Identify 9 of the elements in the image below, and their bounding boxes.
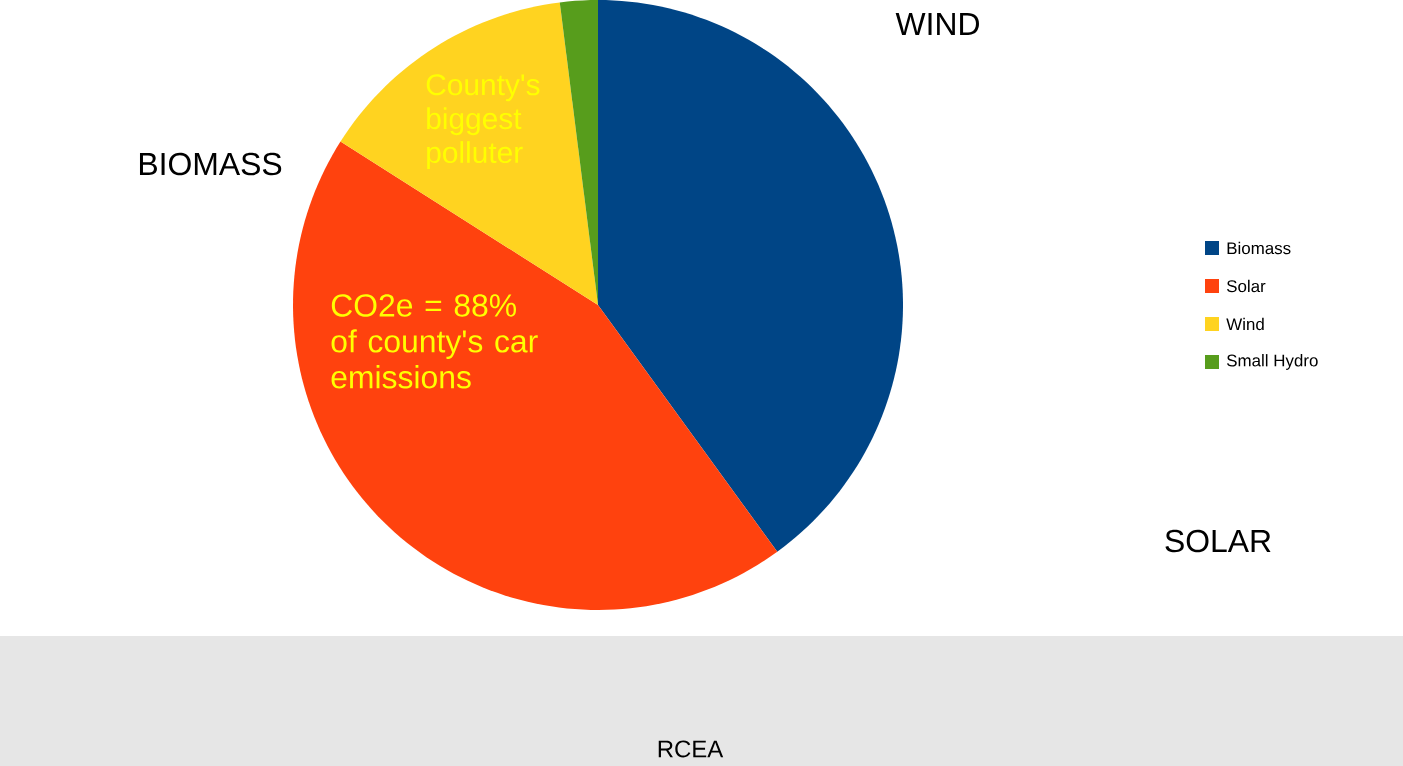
legend-label: Wind bbox=[1226, 317, 1264, 331]
text: CO2e = 88% of county's car emissions bbox=[331, 294, 538, 389]
legend-label: Biomass bbox=[1227, 241, 1291, 255]
legend-label: Solar bbox=[1226, 279, 1266, 293]
text: SOLAR bbox=[1165, 529, 1271, 553]
text: WIND bbox=[895, 13, 979, 35]
legend-label: Small Hydro bbox=[1226, 354, 1318, 370]
text: RCEA bbox=[658, 740, 724, 758]
text: BIOMASS bbox=[139, 152, 282, 176]
